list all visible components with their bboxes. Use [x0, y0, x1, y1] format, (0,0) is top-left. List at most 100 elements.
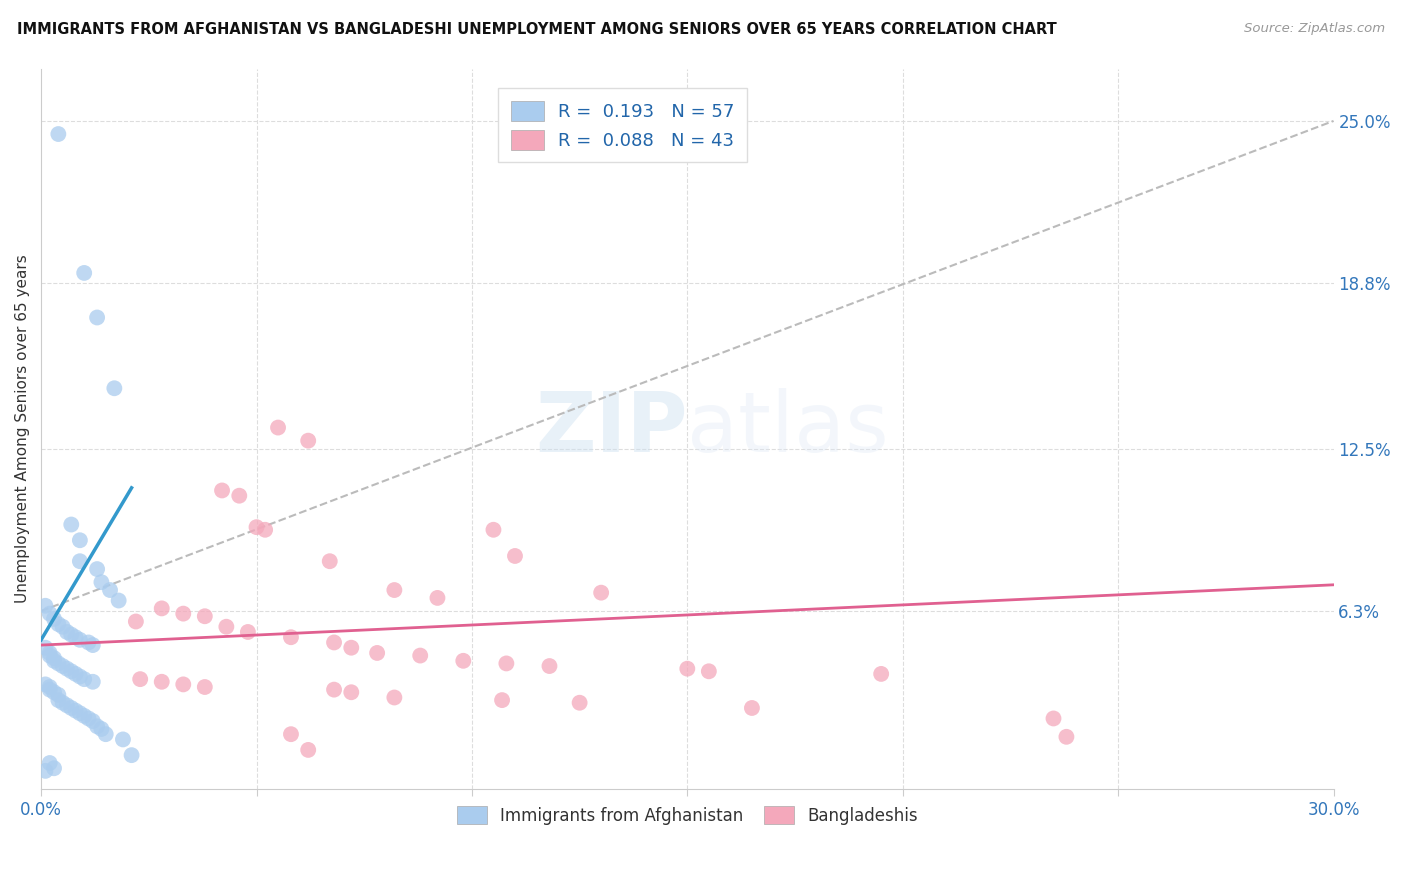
Point	[69, 669, 91, 683]
Point	[280, 727, 302, 741]
Point	[94, 727, 117, 741]
Point	[319, 554, 342, 568]
Point	[86, 719, 108, 733]
Point	[323, 635, 346, 649]
Point	[1042, 711, 1064, 725]
Point	[42, 761, 65, 775]
Point	[340, 685, 363, 699]
Point	[52, 696, 75, 710]
Point	[121, 748, 143, 763]
Point	[34, 677, 56, 691]
Point	[1054, 730, 1077, 744]
Point	[34, 640, 56, 655]
Point	[60, 665, 83, 679]
Point	[34, 599, 56, 613]
Point	[90, 722, 112, 736]
Point	[46, 617, 69, 632]
Point	[73, 709, 96, 723]
Point	[34, 764, 56, 778]
Text: IMMIGRANTS FROM AFGHANISTAN VS BANGLADESHI UNEMPLOYMENT AMONG SENIORS OVER 65 YE: IMMIGRANTS FROM AFGHANISTAN VS BANGLADES…	[17, 22, 1057, 37]
Point	[426, 591, 449, 605]
Point	[409, 648, 432, 663]
Point	[65, 630, 87, 644]
Point	[38, 682, 60, 697]
Point	[82, 674, 104, 689]
Point	[60, 517, 83, 532]
Point	[82, 638, 104, 652]
Point	[215, 620, 238, 634]
Point	[38, 607, 60, 621]
Point	[65, 704, 87, 718]
Point	[297, 743, 319, 757]
Point	[60, 627, 83, 641]
Y-axis label: Unemployment Among Seniors over 65 years: Unemployment Among Seniors over 65 years	[15, 254, 30, 603]
Point	[103, 381, 125, 395]
Point	[56, 624, 79, 639]
Point	[46, 657, 69, 671]
Point	[150, 674, 173, 689]
Point	[366, 646, 388, 660]
Point	[69, 706, 91, 721]
Point	[503, 549, 526, 563]
Point	[77, 711, 100, 725]
Point	[98, 582, 121, 597]
Point	[382, 690, 405, 705]
Point	[60, 701, 83, 715]
Point	[42, 651, 65, 665]
Point	[741, 701, 763, 715]
Text: atlas: atlas	[688, 388, 889, 469]
Point	[73, 672, 96, 686]
Point	[38, 756, 60, 770]
Point	[482, 523, 505, 537]
Point	[38, 680, 60, 694]
Point	[46, 688, 69, 702]
Point	[82, 714, 104, 728]
Point	[46, 127, 69, 141]
Point	[90, 575, 112, 590]
Point	[172, 677, 194, 691]
Point	[228, 489, 250, 503]
Point	[568, 696, 591, 710]
Point	[56, 662, 79, 676]
Point	[340, 640, 363, 655]
Point	[254, 523, 277, 537]
Point	[323, 682, 346, 697]
Text: ZIP: ZIP	[534, 388, 688, 469]
Point	[280, 630, 302, 644]
Point	[125, 615, 148, 629]
Point	[495, 657, 517, 671]
Point	[267, 420, 290, 434]
Point	[46, 693, 69, 707]
Point	[111, 732, 134, 747]
Point	[52, 620, 75, 634]
Point	[194, 609, 217, 624]
Point	[676, 662, 699, 676]
Point	[150, 601, 173, 615]
Point	[69, 632, 91, 647]
Point	[69, 554, 91, 568]
Text: Source: ZipAtlas.com: Source: ZipAtlas.com	[1244, 22, 1385, 36]
Point	[42, 654, 65, 668]
Point	[86, 562, 108, 576]
Point	[38, 646, 60, 660]
Point	[38, 648, 60, 663]
Point	[538, 659, 561, 673]
Point	[52, 659, 75, 673]
Point	[42, 612, 65, 626]
Point	[69, 533, 91, 548]
Point	[491, 693, 513, 707]
Point	[107, 593, 129, 607]
Point	[172, 607, 194, 621]
Point	[42, 685, 65, 699]
Point	[86, 310, 108, 325]
Point	[382, 582, 405, 597]
Point	[211, 483, 233, 498]
Point	[194, 680, 217, 694]
Point	[73, 266, 96, 280]
Point	[591, 585, 613, 599]
Point	[77, 635, 100, 649]
Point	[236, 624, 259, 639]
Point	[65, 667, 87, 681]
Point	[297, 434, 319, 448]
Point	[129, 672, 152, 686]
